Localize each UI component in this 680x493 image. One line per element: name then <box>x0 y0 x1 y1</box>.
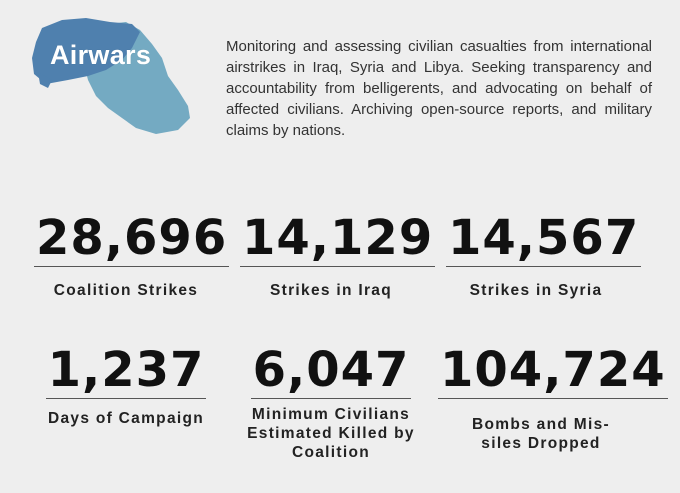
stat-label: Strikes in Syria <box>446 281 626 300</box>
stat-label: Days of Campaign <box>34 409 218 428</box>
stat-value: 14,567 <box>446 210 642 267</box>
stat-strikes-syria: 14,567 Strikes in Syria <box>446 210 642 300</box>
stat-bombs-and-missiles: 104,724 Bombs and Mis- siles Dropped <box>438 342 668 453</box>
stat-label-line: Strikes in Syria <box>469 282 603 299</box>
stat-label-line: Bombs and Mis- <box>472 416 610 433</box>
mission-description: Monitoring and assessing civilian casual… <box>226 38 652 139</box>
iraq-syria-map-icon <box>32 18 190 134</box>
stat-value: 104,724 <box>438 342 668 399</box>
stat-strikes-iraq: 14,129 Strikes in Iraq <box>240 210 436 300</box>
stat-label-line: Days of Campaign <box>47 410 205 427</box>
stat-label-line: Estimated Killed by <box>247 425 415 442</box>
stat-label-line: Coalition <box>292 444 370 461</box>
stat-label-line: siles Dropped <box>481 435 601 452</box>
stat-value: 28,696 <box>34 210 230 267</box>
stat-label: Minimum Civilians Estimated Killed by Co… <box>236 405 426 462</box>
stat-coalition-strikes: 28,696 Coalition Strikes <box>34 210 230 300</box>
stat-label-line: Minimum Civilians <box>251 406 411 423</box>
stat-label-line: Coalition Strikes <box>53 282 199 299</box>
stat-value: 14,129 <box>240 210 436 267</box>
stat-civilians-killed: 6,047 Minimum Civilians Estimated Killed… <box>236 342 426 462</box>
stat-days-of-campaign: 1,237 Days of Campaign <box>34 342 218 428</box>
map-region-detail <box>38 72 52 88</box>
stat-label: Coalition Strikes <box>34 281 218 300</box>
stat-value: 6,047 <box>250 342 412 399</box>
map-region-dark <box>32 18 140 84</box>
stat-label: Bombs and Mis- siles Dropped <box>438 415 644 453</box>
airwars-logo: Airwars <box>28 14 198 144</box>
stat-label-line: Strikes in Iraq <box>269 282 392 299</box>
stat-value: 1,237 <box>45 342 207 399</box>
stat-label: Strikes in Iraq <box>240 281 422 300</box>
header: Airwars Monitoring and assessing civilia… <box>0 0 680 150</box>
logo-wordmark: Airwars <box>50 40 152 70</box>
